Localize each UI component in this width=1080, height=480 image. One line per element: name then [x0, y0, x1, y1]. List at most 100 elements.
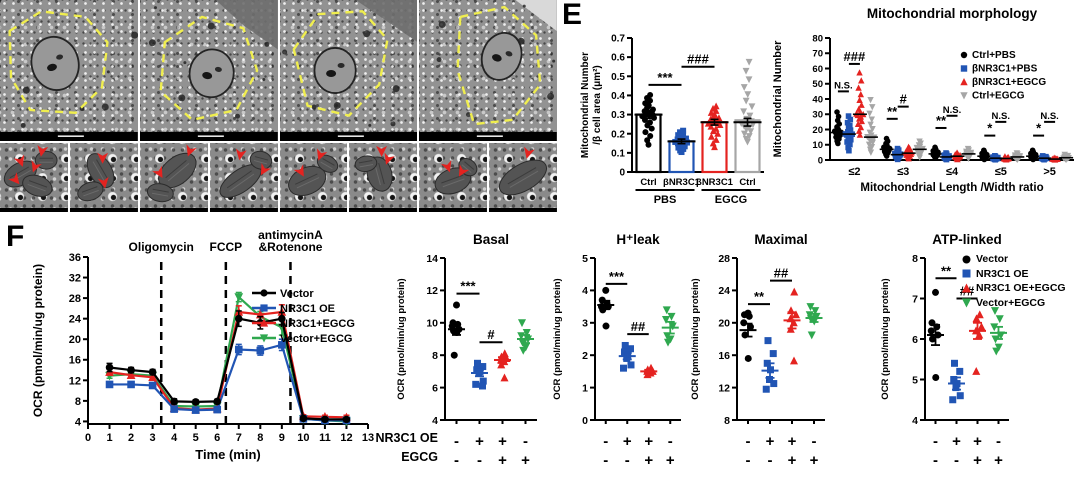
svg-text:-: -: [625, 452, 630, 469]
svg-text:>5: >5: [1043, 166, 1056, 178]
scale-bar: [349, 208, 418, 212]
svg-text:N.S.: N.S.: [943, 105, 961, 116]
svg-text:-: -: [996, 433, 1001, 450]
svg-text:βNR3C1: βNR3C1: [663, 177, 701, 188]
row-label-nr3c1-oe: NR3C1 OE: [375, 431, 438, 445]
svg-text:***: ***: [609, 269, 625, 284]
svg-text:12: 12: [340, 432, 352, 444]
svg-text:**: **: [887, 104, 898, 119]
svg-text:12: 12: [426, 285, 438, 297]
svg-text:+: +: [952, 433, 961, 450]
em-panel-bottom-2: [69, 143, 138, 212]
em-panel-bottom-5: [279, 143, 348, 212]
em-panel-top-4: [419, 0, 557, 141]
red-arrowhead-icon: [37, 145, 49, 157]
mitochondrion-blob: [146, 183, 174, 203]
svg-text:≤3: ≤3: [897, 166, 909, 178]
em-top-overlay: [419, 0, 557, 141]
svg-text:+: +: [973, 452, 982, 469]
svg-text:4: 4: [582, 285, 588, 297]
chart-mito-number-per-area: 0 0.1 0.2 0.3 0.4 0.5 0.6 0.7 *** ### Ctrl βNR3C1 βN…: [578, 26, 770, 217]
svg-text:+: +: [521, 452, 530, 469]
svg-text:12: 12: [718, 382, 730, 394]
em-bottom-overlay: [349, 145, 418, 212]
svg-text:**: **: [754, 289, 765, 304]
em-panel-bottom-6: [349, 143, 418, 212]
svg-text:20: 20: [718, 318, 730, 330]
chart-ocr-h-leak: H⁺leak 0 1 2 3 4 5 *** ## - + + - - - + + OCR (pmol/min/u…: [549, 228, 689, 480]
svg-text:***: ***: [460, 279, 476, 294]
svg-text:-: -: [603, 452, 608, 469]
svg-text:4: 4: [912, 415, 918, 427]
svg-text:Ctrl: Ctrl: [640, 177, 656, 188]
svg-text:-: -: [603, 433, 608, 450]
em-bottom-overlay: [419, 158, 488, 212]
mitochondrion-blob: [355, 155, 378, 173]
panel-label-F: F: [6, 220, 25, 253]
svg-text:ATP-linked: ATP-linked: [932, 232, 1002, 247]
svg-text:60: 60: [812, 64, 823, 75]
svg-text:Maximal: Maximal: [754, 232, 807, 247]
em-panel-top-3: [279, 0, 418, 141]
svg-text:***: ***: [657, 70, 673, 85]
svg-text:Mitochondrial Number: Mitochondrial Number: [772, 40, 784, 157]
svg-text:8: 8: [724, 415, 730, 427]
svg-text:36: 36: [69, 252, 81, 264]
tri_down-marker-icon: [961, 298, 972, 308]
svg-text:2: 2: [582, 350, 588, 362]
svg-text:≤4: ≤4: [946, 166, 959, 178]
svg-text:*: *: [1036, 121, 1042, 136]
em-panel-bottom-3: [139, 143, 208, 212]
dotplot-condition-row-labels: NR3C1 OE EGCG: [350, 429, 438, 467]
em-panel-bottom-1: [0, 143, 68, 212]
svg-text:4: 4: [75, 416, 82, 428]
svg-text:4: 4: [432, 415, 438, 427]
svg-text:10: 10: [812, 140, 823, 151]
svg-text:-: -: [933, 433, 938, 450]
svg-text:-: -: [812, 433, 817, 450]
red-arrowhead-icon: [186, 144, 197, 157]
svg-text:3: 3: [150, 432, 156, 444]
svg-text:28: 28: [718, 253, 730, 265]
svg-text:7: 7: [912, 293, 918, 305]
svg-text:+: +: [644, 433, 653, 450]
mitochondrion-blob: [22, 174, 53, 197]
svg-text:OCR (pmol/min/ug protein): OCR (pmol/min/ug protein): [690, 278, 701, 399]
svg-text:1: 1: [106, 432, 112, 444]
svg-text:6: 6: [912, 334, 918, 346]
svg-text:βNR3C1+EGCG: βNR3C1+EGCG: [972, 77, 1046, 88]
svg-text:antimycinA: antimycinA: [258, 229, 323, 242]
svg-text:6: 6: [214, 432, 220, 444]
svg-text:3: 3: [582, 318, 588, 330]
svg-text:7: 7: [236, 432, 242, 444]
svg-text:4: 4: [171, 432, 178, 444]
em-panel-bottom-4: [209, 143, 278, 212]
svg-mito-morphology: Mitochondrial morphology 0 10 20 30 40 50 60 70 8…: [772, 6, 1074, 194]
tri_up-marker-icon: [961, 283, 972, 293]
chart-ocr-maximal: Maximal 8 12 16 20 24 28 ** ## - + + - - - + + OCR (pmol/…: [687, 228, 833, 480]
scale-bar: [69, 208, 138, 212]
svg-text:30: 30: [812, 110, 823, 121]
chart-ocr-timecourse: 4 8 12 16 20 24 28 32 36 0 1 2 3 4 5 6 7 8 9 10 11 12 13 Time (…: [28, 228, 380, 480]
row-label-egcg: EGCG: [401, 450, 438, 464]
svg-text:&Rotenone: &Rotenone: [258, 240, 322, 254]
svg-text:Time (min): Time (min): [195, 447, 261, 462]
em-bottom-overlay: [0, 145, 68, 212]
svg-text:14: 14: [426, 253, 438, 265]
svg-text:N.S.: N.S.: [1040, 111, 1058, 122]
scale-bar: [139, 208, 208, 212]
em-top-overlay: [0, 0, 138, 141]
svg-text:20: 20: [69, 334, 81, 346]
svg-text:0.6: 0.6: [611, 53, 625, 64]
svg-text:PBS: PBS: [654, 194, 677, 206]
svg-text:OCR (pmol/min/ug protein): OCR (pmol/min/ug protein): [31, 264, 45, 417]
chart-mito-morphology: Mitochondrial morphology 0 10 20 30 40 50 60 70 8…: [766, 2, 1080, 211]
nucleus-outline: [481, 32, 523, 81]
em-bottom-overlay: [139, 144, 208, 212]
svg-text:8: 8: [432, 350, 438, 362]
svg-text:OCR (pmol/min/ug protein): OCR (pmol/min/ug protein): [396, 278, 407, 399]
svg-text:+: +: [498, 452, 507, 469]
